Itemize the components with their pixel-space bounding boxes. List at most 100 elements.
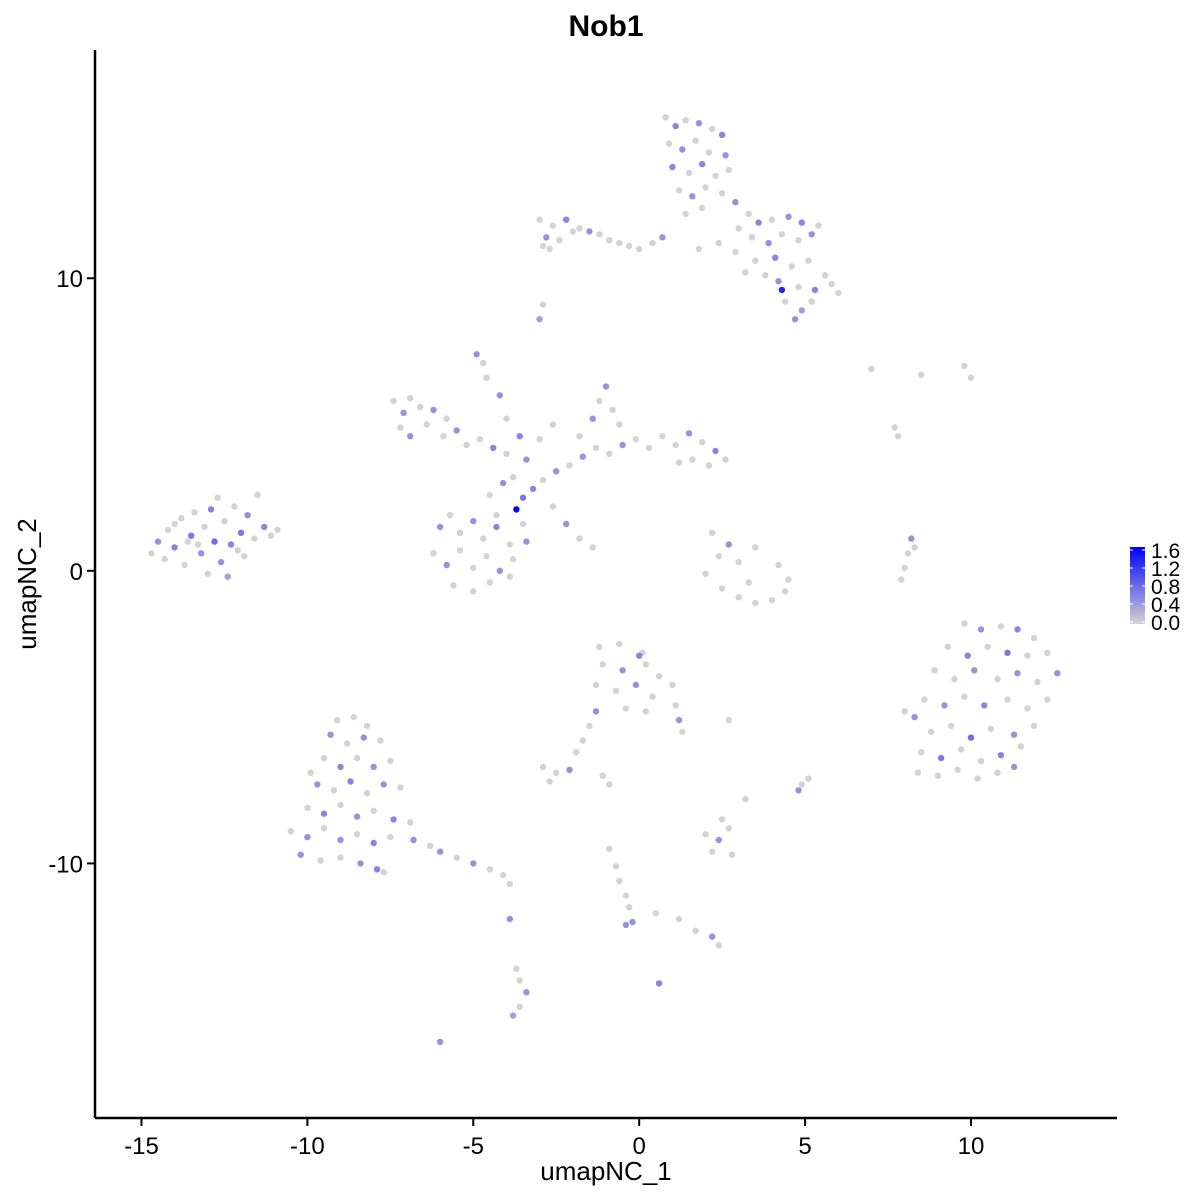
data-point [493, 512, 500, 519]
data-point [811, 286, 819, 294]
data-point [314, 781, 321, 788]
data-point [977, 626, 985, 633]
data-point [436, 848, 444, 855]
data-point [788, 263, 795, 270]
data-point [426, 842, 434, 850]
data-point [752, 257, 759, 264]
data-point [718, 816, 726, 823]
data-point [576, 535, 583, 542]
data-point [304, 804, 311, 811]
data-point [984, 643, 991, 651]
data-point [997, 623, 1005, 630]
data-point [891, 424, 898, 431]
data-point [685, 169, 693, 177]
data-point [509, 474, 517, 481]
data-point [715, 836, 722, 844]
data-point [390, 397, 397, 405]
colorbar [1130, 547, 1145, 624]
data-point [506, 541, 513, 548]
data-point [908, 535, 915, 542]
data-point [496, 567, 503, 574]
data-point [645, 444, 653, 452]
data-point [178, 515, 185, 522]
data-point [337, 836, 344, 844]
data-point [772, 254, 779, 261]
points-layer [148, 114, 1061, 1046]
data-point [304, 833, 311, 841]
data-point [204, 570, 211, 577]
data-point [748, 234, 756, 241]
data-point [987, 725, 995, 732]
data-point [1014, 670, 1021, 677]
data-point [742, 269, 749, 276]
data-point [188, 532, 195, 539]
data-point [709, 933, 716, 940]
data-point [599, 772, 606, 779]
data-point [470, 860, 477, 867]
data-point [586, 722, 593, 730]
data-point [1024, 652, 1031, 659]
data-point [254, 491, 261, 498]
data-point [606, 845, 613, 852]
data-point [509, 555, 517, 563]
data-point [622, 705, 630, 712]
data-point [636, 652, 643, 659]
data-point [486, 579, 494, 586]
data-point [480, 359, 487, 367]
data-point [795, 787, 802, 794]
legend-ticks: 1.61.20.80.40.0 [1130, 540, 1181, 635]
data-point [931, 667, 938, 674]
data-point [649, 693, 656, 700]
x-tick-label: -10 [290, 1133, 325, 1160]
data-point [596, 231, 603, 238]
data-point [198, 550, 205, 557]
data-point [699, 204, 706, 212]
data-point [1044, 696, 1051, 703]
data-point [725, 716, 732, 724]
data-point [353, 754, 361, 762]
data-point [702, 570, 709, 577]
data-point [1030, 722, 1038, 730]
data-point [261, 523, 268, 531]
data-point [981, 702, 988, 709]
data-point [251, 535, 258, 542]
data-point [390, 816, 397, 823]
data-point [725, 166, 732, 174]
data-point [725, 541, 732, 548]
data-point [509, 1012, 517, 1019]
data-point [679, 728, 686, 735]
x-tick-label: 0 [633, 1133, 646, 1160]
data-point [672, 441, 679, 449]
data-point [483, 374, 490, 381]
data-point [665, 140, 673, 147]
data-point [709, 529, 716, 536]
data-point [373, 866, 381, 873]
data-point [523, 538, 530, 545]
data-point [536, 436, 543, 443]
data-point [765, 239, 772, 247]
data-point [519, 494, 527, 501]
data-point [742, 795, 749, 803]
data-point [682, 117, 689, 124]
data-point [563, 520, 570, 528]
data-point [795, 237, 802, 244]
data-point [928, 728, 935, 735]
data-point [974, 775, 981, 782]
data-point [563, 216, 570, 223]
data-point [632, 436, 640, 443]
data-point [868, 365, 875, 373]
data-point [576, 225, 583, 232]
data-point [1010, 763, 1018, 771]
data-point [652, 910, 659, 917]
data-point [470, 517, 477, 525]
data-point [171, 520, 178, 528]
data-point [231, 503, 238, 510]
data-point [539, 763, 547, 771]
data-point [566, 462, 573, 469]
data-point [572, 749, 580, 756]
data-point [407, 819, 414, 826]
data-point [775, 561, 782, 569]
data-point [735, 594, 742, 601]
data-point [622, 921, 630, 929]
data-point [1014, 626, 1021, 633]
